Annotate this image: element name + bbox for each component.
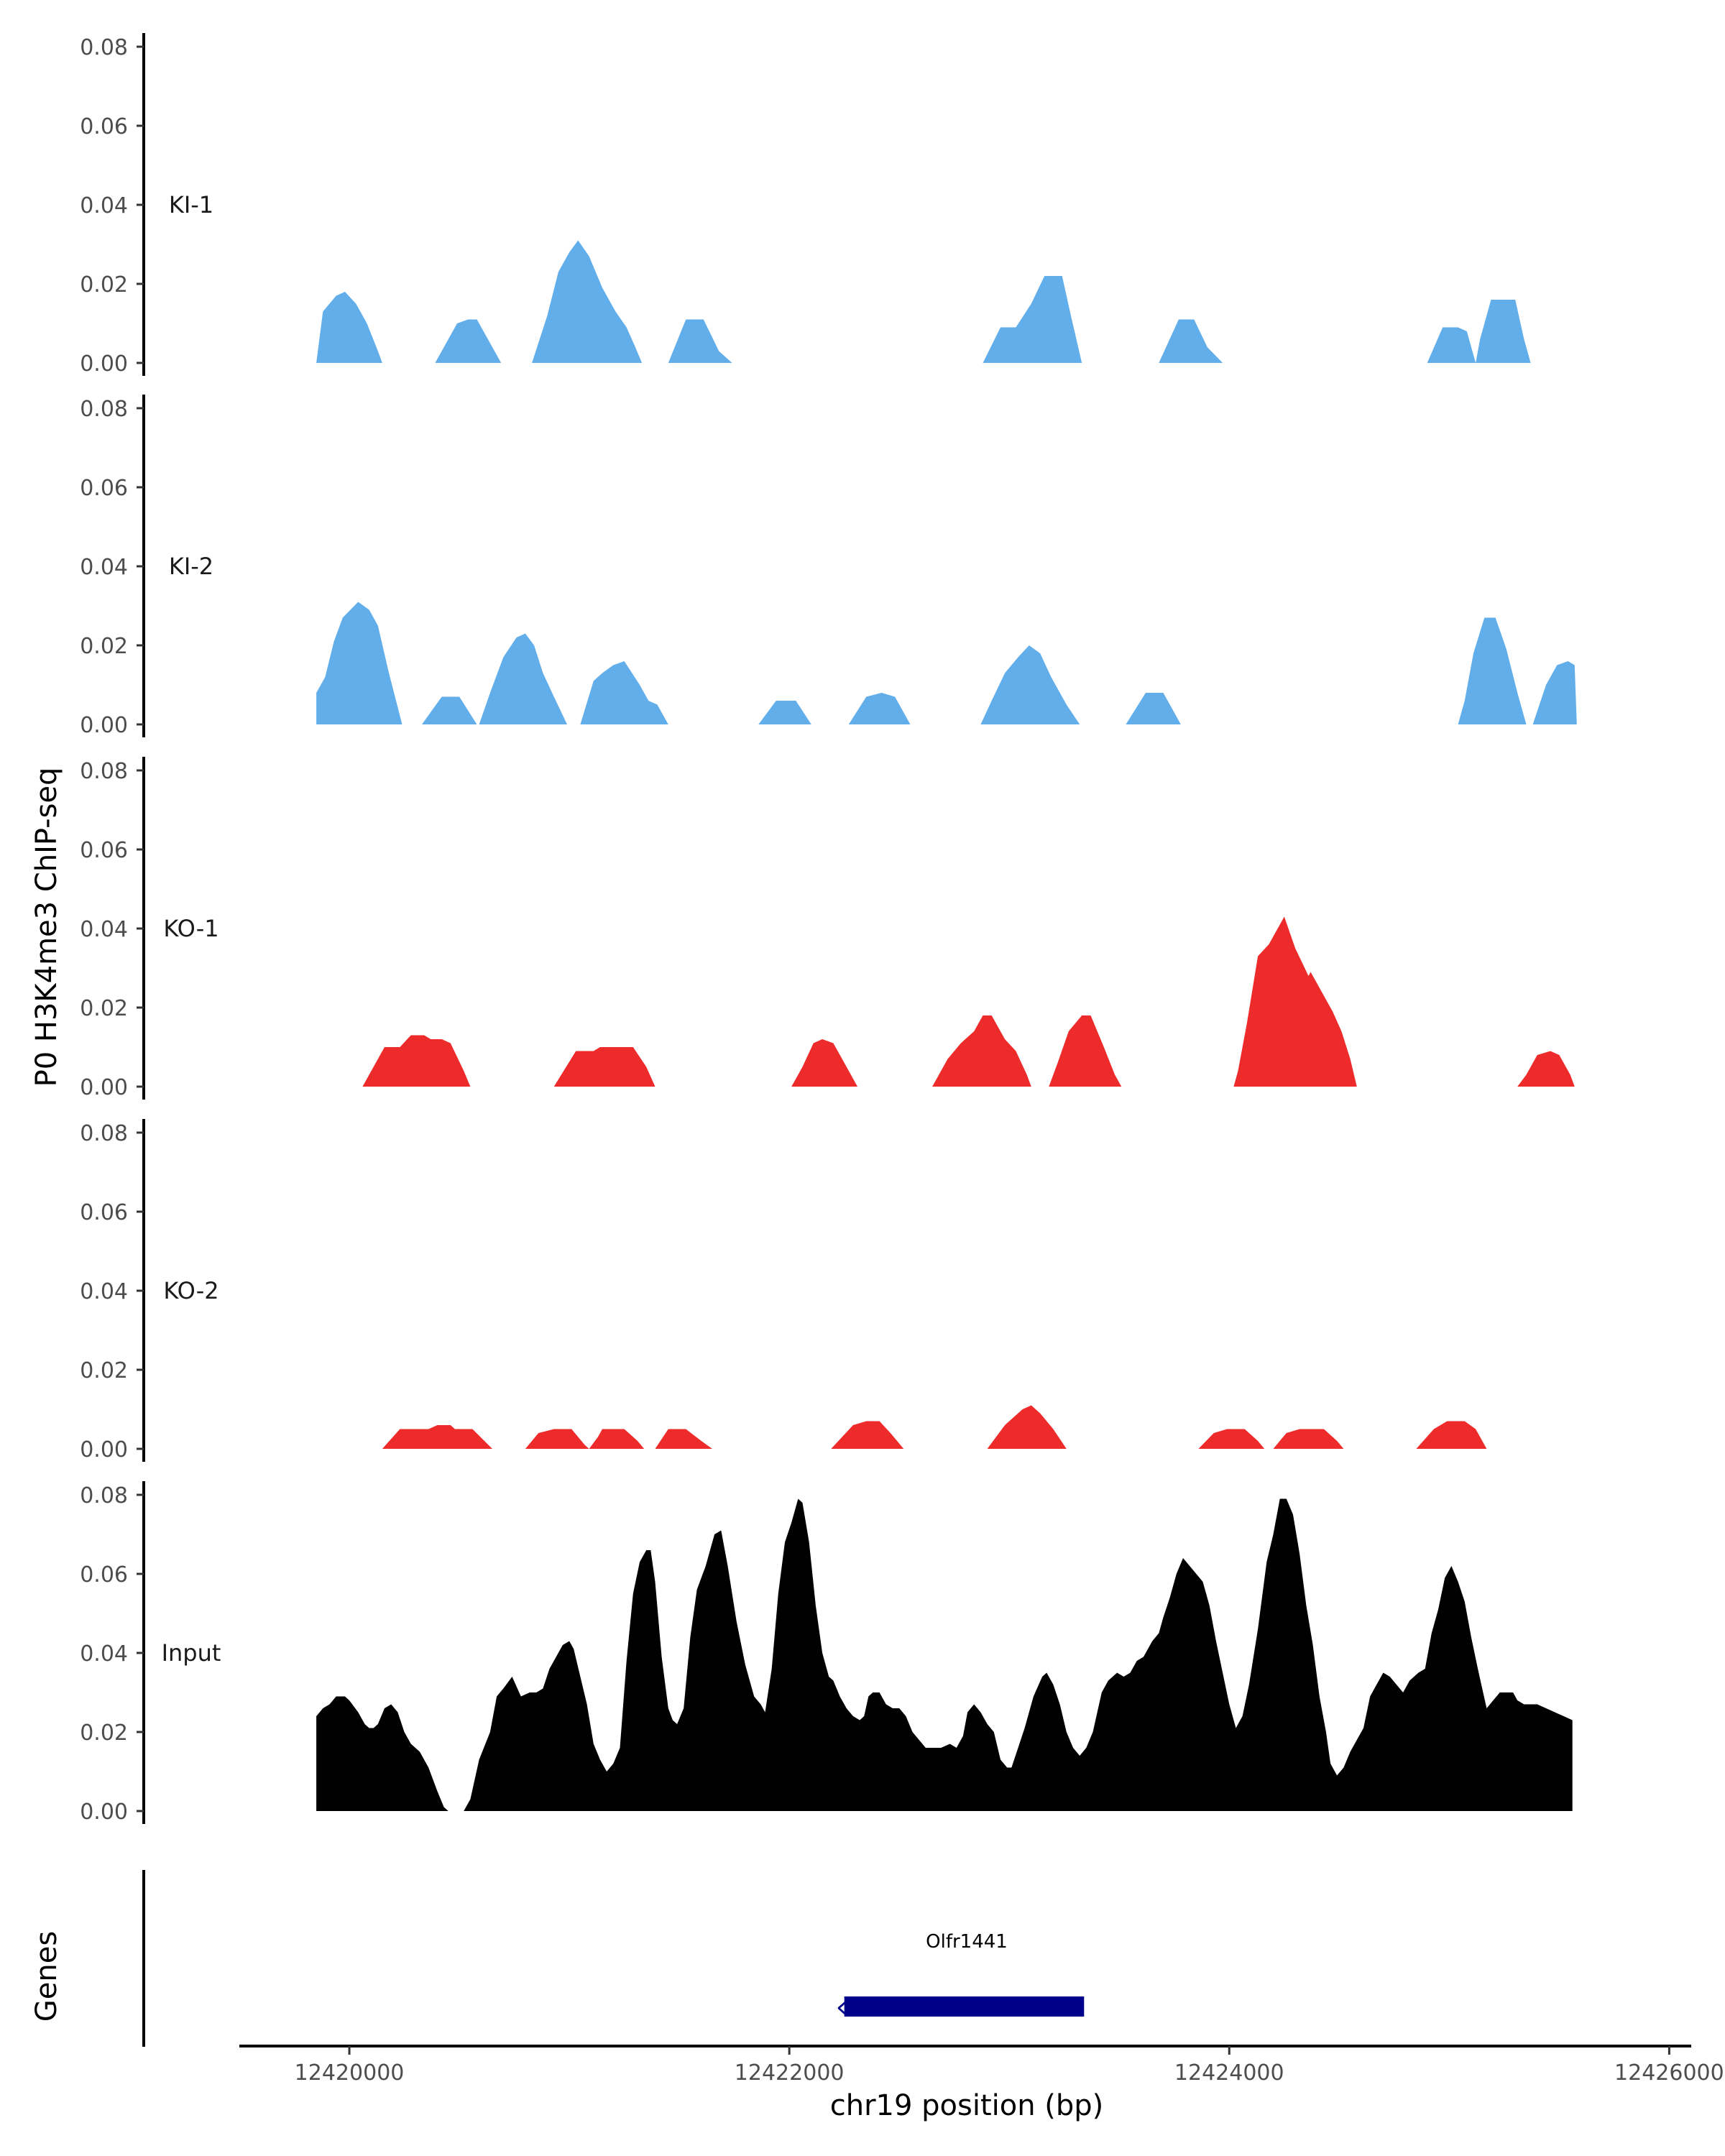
signal-area xyxy=(316,1498,1573,1811)
signal-area xyxy=(316,602,1577,724)
y-tick-label: 0.00 xyxy=(80,351,128,377)
y-tick-label: 0.00 xyxy=(80,1075,128,1100)
signal-area xyxy=(316,240,1535,363)
y-tick-label: 0.06 xyxy=(80,1562,128,1588)
y-tick-label: 0.04 xyxy=(80,917,128,942)
y-tick-label: 0.08 xyxy=(80,1121,128,1146)
track-panel-ko-1: 0.00 0.02 0.04 0.06 0.08 KO-1 xyxy=(80,757,1575,1100)
track-label: Input xyxy=(162,1639,221,1667)
y-tick-label: 0.06 xyxy=(80,838,128,863)
track-label: KO-1 xyxy=(163,915,218,942)
y-tick-label: 0.00 xyxy=(80,1437,128,1462)
y-tick-label: 0.06 xyxy=(80,114,128,139)
y-tick-label: 0.06 xyxy=(80,476,128,501)
gene-name-label: Olfr1441 xyxy=(926,1931,1008,1953)
y-tick-label: 0.02 xyxy=(80,272,128,298)
x-axis-title: chr19 position (bp) xyxy=(830,2089,1104,2122)
gene-track: Genes Olfr1441 ‹ xyxy=(30,1870,1085,2047)
track-label: KO-2 xyxy=(163,1277,218,1304)
y-tick-label: 0.08 xyxy=(80,35,128,60)
y-tick-label: 0.04 xyxy=(80,1279,128,1304)
y-tick-label: 0.02 xyxy=(80,1358,128,1383)
x-tick-label: 12426000 xyxy=(1614,2060,1724,2086)
y-tick-label: 0.04 xyxy=(80,1641,128,1667)
y-tick-label: 0.02 xyxy=(80,634,128,659)
x-tick-label: 12424000 xyxy=(1174,2060,1284,2086)
x-axis: 12420000 12422000 12424000 12426000 xyxy=(239,2045,1724,2086)
gene-body xyxy=(844,1996,1085,2017)
y-tick-label: 0.00 xyxy=(80,713,128,738)
track-label: KI-1 xyxy=(169,191,213,218)
y-tick-label: 0.08 xyxy=(80,759,128,784)
track-panel-ki-2: 0.00 0.02 0.04 0.06 0.08 KI-2 xyxy=(80,395,1577,738)
y-tick-label: 0.06 xyxy=(80,1200,128,1225)
gene-strand-arrow: ‹ xyxy=(836,1991,847,2024)
y-tick-label: 0.00 xyxy=(80,1800,128,1825)
tracks-layer: 0.00 0.02 0.04 0.06 0.08 KI-1 0.00 0.02 0.04 0.06… xyxy=(80,33,1577,1825)
signal-area xyxy=(382,1405,1487,1449)
track-panel-input: 0.00 0.02 0.04 0.06 0.08 Input xyxy=(80,1481,1573,1825)
genes-label: Genes xyxy=(30,1931,63,2022)
y-tick-label: 0.02 xyxy=(80,996,128,1021)
y-tick-label: 0.04 xyxy=(80,193,128,218)
y-tick-label: 0.02 xyxy=(80,1720,128,1746)
y-tick-label: 0.08 xyxy=(80,397,128,422)
track-panel-ki-1: 0.00 0.02 0.04 0.06 0.08 KI-1 xyxy=(80,33,1535,377)
x-tick-label: 12422000 xyxy=(735,2060,845,2086)
x-tick-label: 12420000 xyxy=(295,2060,405,2086)
signal-area xyxy=(362,916,1575,1087)
track-label: KI-2 xyxy=(169,553,213,580)
y-tick-label: 0.04 xyxy=(80,555,128,580)
y-axis-title: P0 H3K4me3 ChIP-seq xyxy=(30,768,63,1087)
track-panel-ko-2: 0.00 0.02 0.04 0.06 0.08 KO-2 xyxy=(80,1119,1487,1462)
y-tick-label: 0.08 xyxy=(80,1483,128,1508)
